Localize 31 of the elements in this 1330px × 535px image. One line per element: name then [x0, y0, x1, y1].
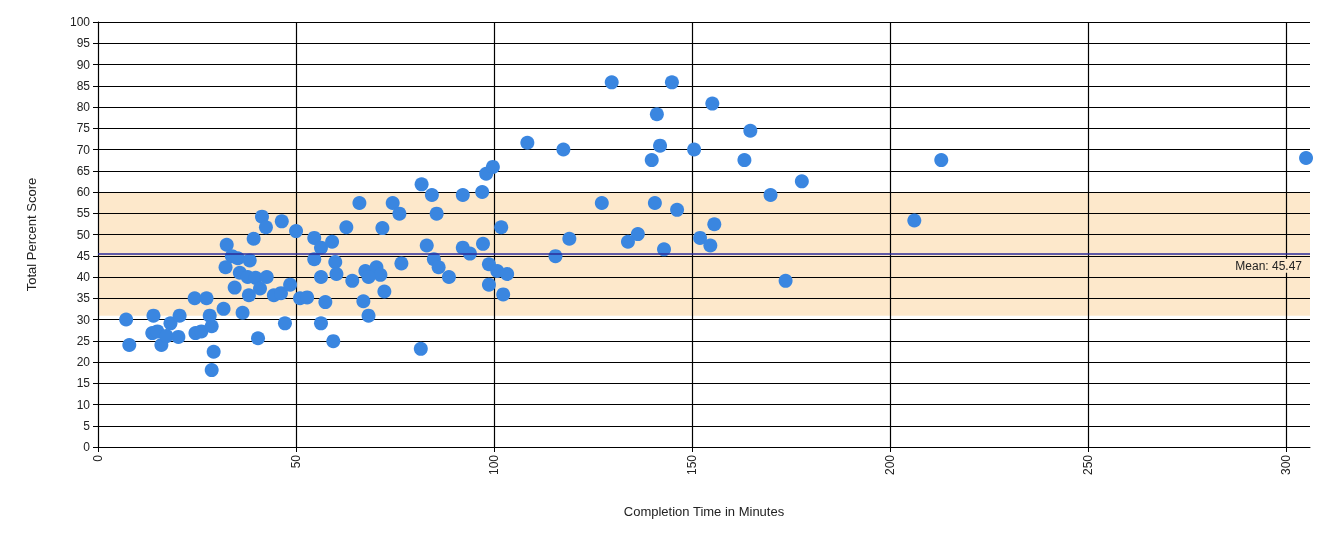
x-tick-label: 150 — [685, 454, 700, 476]
y-tick-label: 5 — [83, 418, 91, 433]
y-tick-label: 40 — [76, 270, 91, 284]
y-tick-label: 30 — [76, 312, 91, 327]
y-tick-label: 60 — [76, 185, 91, 199]
x-tick-label: 100 — [487, 454, 502, 476]
y-tick-label: 15 — [76, 376, 91, 391]
y-tick-label: 70 — [76, 142, 91, 157]
y-tick-label: 45 — [76, 248, 91, 263]
y-tick-label: 20 — [76, 355, 91, 369]
y-tick-label: 80 — [76, 100, 91, 114]
y-tick-label: 0 — [83, 440, 91, 454]
y-tick-label: 75 — [76, 121, 91, 136]
x-tick-label: 250 — [1081, 454, 1096, 476]
y-tick-label: 50 — [76, 227, 91, 242]
y-tick-label: 10 — [76, 397, 91, 412]
ref-line-label: Mean: 45.47 — [1235, 258, 1303, 273]
y-tick-label: 35 — [76, 291, 91, 306]
y-tick-label: 100 — [69, 15, 91, 29]
x-tick-label: 50 — [289, 454, 304, 469]
x-tick-label: 300 — [1279, 454, 1294, 476]
y-tick-label: 25 — [76, 333, 91, 348]
x-tick-label: 200 — [883, 454, 898, 476]
x-axis-title: Completion Time in Minutes — [623, 504, 785, 519]
y-tick-label: 55 — [76, 206, 91, 221]
x-tick-label: 0 — [91, 454, 105, 462]
y-tick-label: 65 — [76, 163, 91, 178]
y-tick-label: 85 — [76, 78, 91, 93]
y-tick-label: 95 — [76, 36, 91, 51]
y-axis-title: Total Percent Score — [24, 177, 39, 292]
y-tick-label: 90 — [76, 57, 91, 72]
